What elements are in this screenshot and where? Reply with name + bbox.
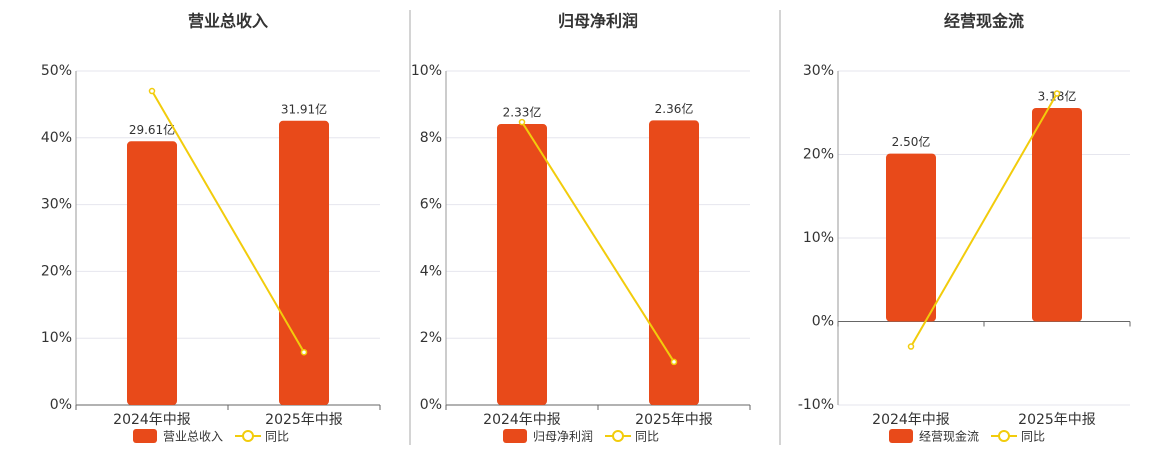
y-tick-label: 30%: [803, 63, 834, 79]
legend-marker: [242, 430, 254, 442]
y-tick-label: 2%: [420, 330, 442, 346]
line: [910, 93, 1058, 348]
x-tick-label: 2024年中报: [483, 412, 561, 428]
legend-label: 归母净利润: [533, 430, 593, 444]
y-tick-label: 20%: [803, 147, 834, 163]
y-tick-label: 0%: [812, 314, 834, 330]
y-tick-label: 0%: [420, 397, 442, 413]
legend-label: 经营现金流: [919, 429, 979, 444]
legend-label: 同比: [1021, 430, 1045, 444]
chart-title: 归母净利润: [558, 12, 638, 31]
bar: [886, 153, 936, 322]
legend-label: 同比: [265, 430, 289, 444]
y-tick-label: 40%: [41, 130, 72, 146]
value-label: 31.91亿: [281, 101, 327, 116]
x-tick-label: 2025年中报: [635, 412, 713, 428]
legend-swatch: [133, 429, 157, 443]
value-label: 29.61亿: [129, 122, 175, 137]
y-tick-label: 30%: [41, 197, 72, 213]
value-label: 2.36亿: [655, 101, 694, 116]
chart-title: 营业总收入: [188, 12, 268, 31]
legend-swatch: [503, 429, 527, 443]
bar: [1032, 107, 1082, 322]
y-tick-label: 4%: [420, 263, 442, 279]
legend-marker: [612, 430, 624, 442]
chart-title: 经营现金流: [944, 12, 1024, 31]
bar: [127, 141, 177, 405]
bar: [497, 124, 547, 406]
x-tick-label: 2024年中报: [872, 412, 950, 428]
legend-marker: [998, 430, 1010, 442]
value-label: 2.50亿: [892, 134, 931, 149]
line-point: [300, 348, 308, 356]
legend-label: 营业总收入: [163, 430, 223, 444]
bar: [279, 120, 329, 405]
line-point: [670, 358, 678, 366]
bar: [649, 120, 699, 405]
y-tick-label: -10%: [798, 397, 834, 413]
y-tick-label: 10%: [41, 330, 72, 346]
line-point: [148, 87, 156, 95]
y-tick-label: 10%: [803, 230, 834, 246]
x-tick-label: 2025年中报: [265, 412, 343, 428]
y-tick-label: 0%: [50, 397, 72, 413]
line-point: [518, 118, 526, 126]
y-tick-label: 8%: [420, 130, 442, 146]
y-tick-label: 50%: [41, 63, 72, 79]
line: [151, 90, 305, 353]
line: [521, 121, 675, 363]
x-tick-label: 2025年中报: [1018, 412, 1096, 428]
value-label: 2.33亿: [503, 105, 542, 120]
legend-label: 同比: [635, 430, 659, 444]
legend-swatch: [889, 429, 913, 443]
line-point: [1053, 90, 1061, 97]
x-tick-label: 2024年中报: [113, 412, 191, 428]
y-tick-label: 6%: [420, 197, 442, 213]
y-tick-label: 10%: [411, 63, 442, 79]
y-tick-label: 20%: [41, 263, 72, 279]
line-point: [907, 343, 915, 350]
